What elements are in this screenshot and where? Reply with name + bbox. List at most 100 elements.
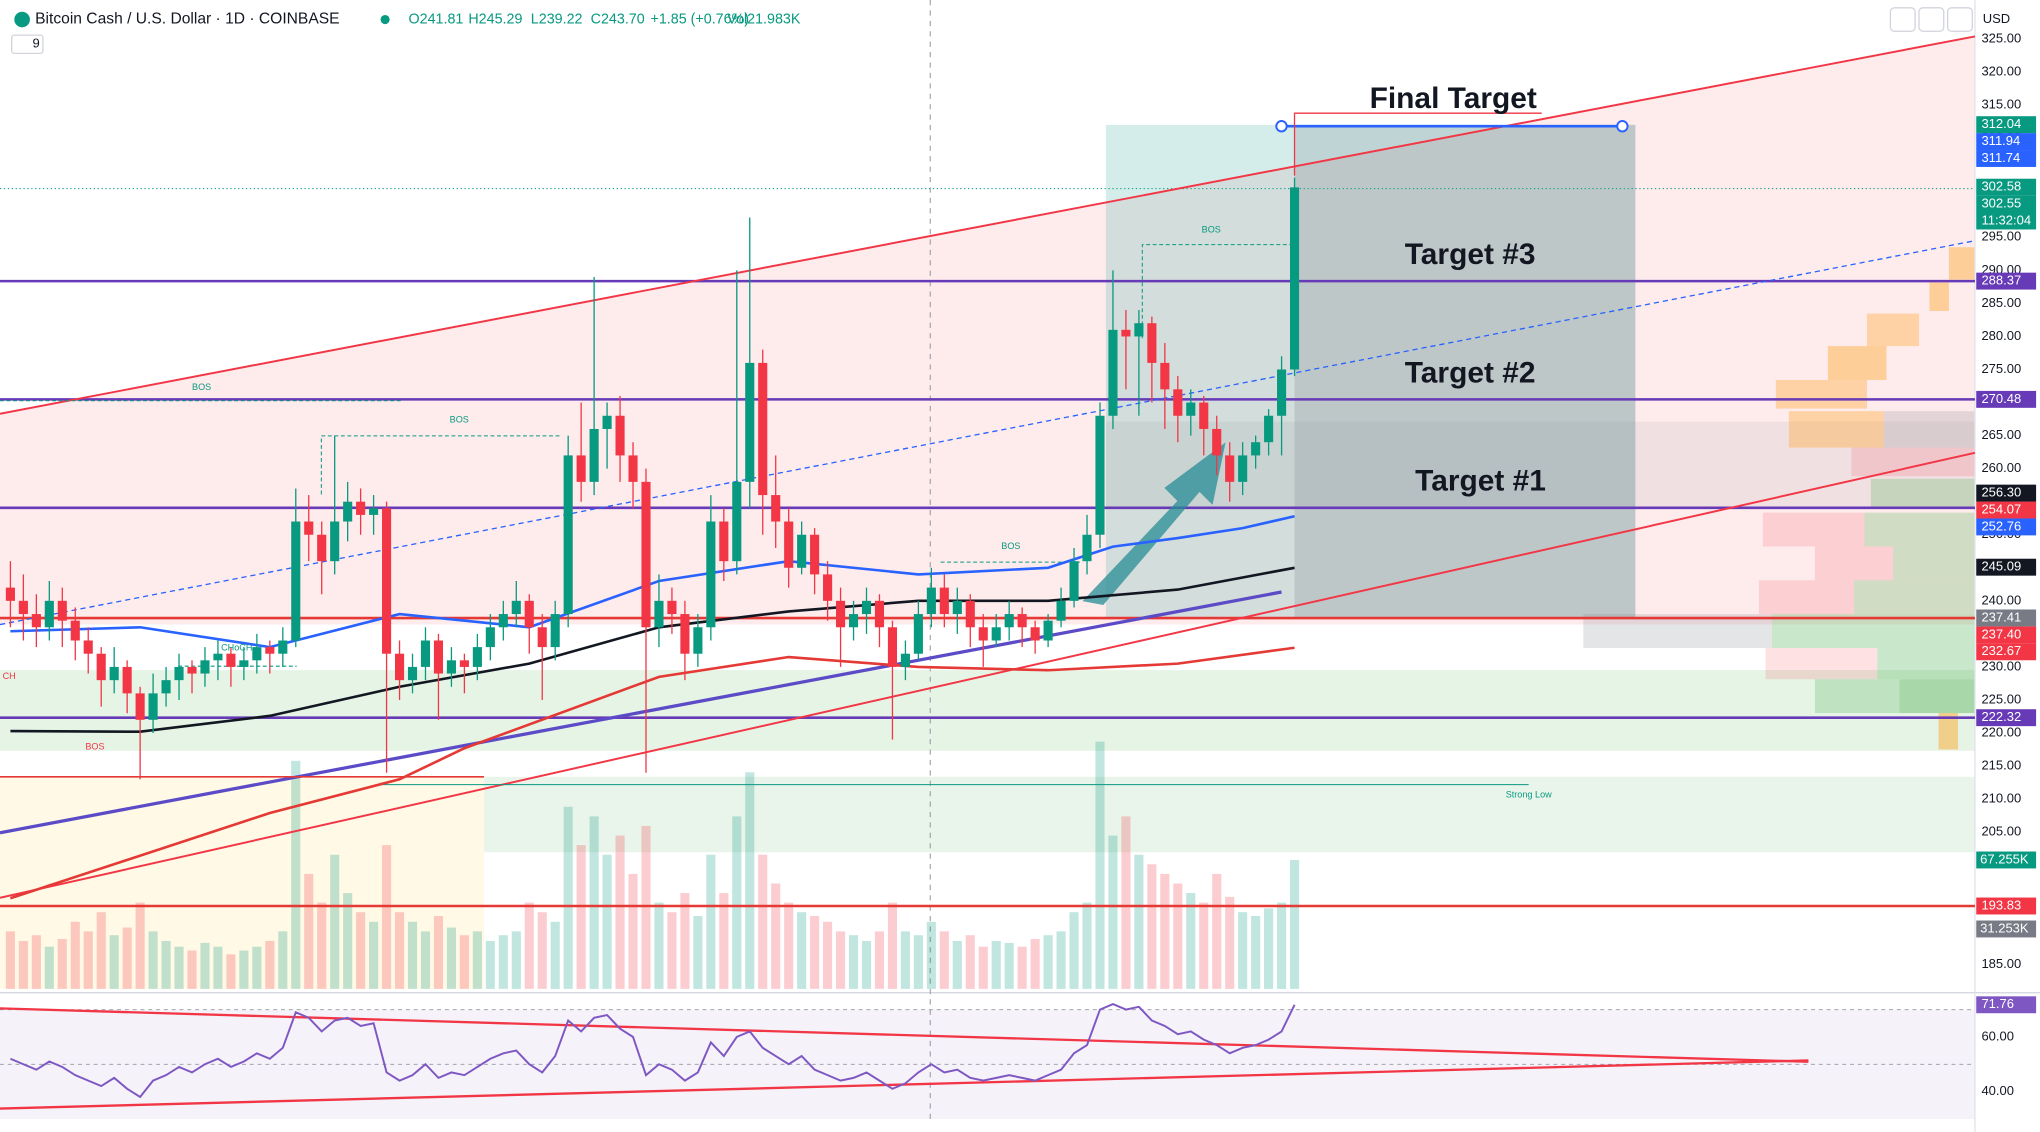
volume-bar <box>563 806 573 989</box>
candle-body <box>291 521 301 641</box>
bos-line <box>320 435 563 495</box>
volume-profile <box>1814 546 1893 581</box>
candle-body <box>965 600 975 628</box>
volume-bar <box>680 893 690 989</box>
candle-body <box>1290 187 1300 370</box>
volume-profile <box>1762 512 1865 547</box>
volume-profile <box>1877 647 1975 680</box>
status-dot <box>380 14 390 25</box>
green-zone <box>0 670 1975 751</box>
candle-body <box>5 587 15 601</box>
symbol-icon <box>14 11 30 28</box>
currency[interactable]: USD <box>1983 11 2010 26</box>
candle-body <box>602 415 612 429</box>
trend-line <box>0 590 1282 835</box>
candle-body <box>978 627 988 641</box>
volume-bar <box>1095 741 1105 989</box>
candle-body <box>1173 389 1183 416</box>
candle-body <box>1225 455 1235 482</box>
button[interactable] <box>1918 7 1945 32</box>
volume-bar <box>472 931 482 989</box>
candle-body <box>330 521 340 562</box>
volume-bar <box>641 825 651 989</box>
volume-bar <box>1147 864 1157 989</box>
candle-body <box>1212 428 1222 456</box>
volume-badge <box>1976 920 2037 938</box>
price-badge <box>1976 116 2037 134</box>
axis-layer: 325.00320.00315.00310.00295.00290.00285.… <box>1976 30 2037 1098</box>
y-tick-label: 285.00 <box>1981 295 2021 310</box>
price-badge <box>1976 558 2037 576</box>
volume-badge-label: 31.253K <box>1980 920 2029 935</box>
candle-body <box>433 640 444 674</box>
price-badge-label: 222.32 <box>1981 709 2021 724</box>
volume-bar <box>317 902 327 989</box>
volume-bar <box>1160 873 1170 989</box>
volume-profile <box>1929 282 1949 311</box>
candle-body <box>797 534 807 568</box>
volume-bar <box>1290 859 1300 989</box>
volume-bar <box>654 902 664 989</box>
annotation: Target #2 <box>1405 357 1536 390</box>
volume-bar <box>330 854 340 989</box>
structure-label: Strong Low <box>1506 789 1552 799</box>
candle-body <box>1082 534 1092 562</box>
ohlc: Vol21.983K <box>727 11 801 27</box>
candle-body <box>926 587 936 615</box>
annotation: Target #1 <box>1415 465 1546 498</box>
candle-body <box>109 666 119 681</box>
candle-body <box>304 521 314 535</box>
volume-bar <box>1173 883 1183 989</box>
candle-body <box>952 600 962 615</box>
volume-badge-label: 67.255K <box>1980 851 2029 866</box>
y-tick-label: 320.00 <box>1981 63 2021 78</box>
header: Bitcoin Cash / U.S. Dollar · 1D · COINBA… <box>11 7 2010 54</box>
annotation: Target #3 <box>1405 238 1536 271</box>
rsi-tick-label: 60.00 <box>1981 1028 2014 1043</box>
volume-profile <box>1788 411 1884 448</box>
candle-body <box>407 666 418 681</box>
candle-body <box>31 614 41 628</box>
channel-mid <box>0 240 1976 626</box>
volume-bar <box>887 902 898 989</box>
volume-bar <box>667 912 677 989</box>
candle-body <box>810 534 820 575</box>
price-badge-label: 254.07 <box>1981 501 2021 516</box>
volume-bar <box>615 835 625 989</box>
volume-bar <box>18 940 28 989</box>
volume-bar <box>200 942 210 989</box>
volume-profile <box>1771 614 1975 648</box>
volume-bar <box>174 946 184 989</box>
y-tick-label: 220.00 <box>1981 724 2021 739</box>
candle-body <box>511 600 521 615</box>
candle-body <box>200 660 210 674</box>
volume-bar <box>939 931 949 989</box>
volume-bar <box>407 921 418 989</box>
candle-body <box>1186 402 1196 416</box>
annotation: Final Target <box>1370 82 1537 115</box>
volume-bar <box>978 946 988 989</box>
volume-bar <box>810 916 820 989</box>
candle-body <box>394 653 405 681</box>
price-badge <box>1976 390 2037 408</box>
candle-body <box>356 501 366 515</box>
volume-bar <box>122 927 132 989</box>
candle-body <box>1199 402 1209 429</box>
indicator-toggle[interactable] <box>11 34 44 54</box>
bos-line <box>1141 244 1292 339</box>
candle-body <box>44 600 54 628</box>
price-badge-label: 237.41 <box>1981 609 2021 624</box>
candle-body <box>18 600 28 615</box>
structure-label: BOS <box>1001 541 1020 551</box>
volume-bar <box>96 912 106 989</box>
symbol-title: Bitcoin Cash / U.S. Dollar · 1D · COINBA… <box>35 11 339 28</box>
price-badge <box>1976 518 2037 536</box>
series-layer <box>5 177 1300 1099</box>
candle-body <box>187 666 197 674</box>
structure-label: BOS <box>192 382 211 392</box>
button[interactable] <box>1946 7 1973 32</box>
candle-body <box>1277 369 1287 416</box>
green-zone <box>483 776 1975 853</box>
button[interactable] <box>1889 7 1916 32</box>
volume-bar <box>589 816 599 989</box>
